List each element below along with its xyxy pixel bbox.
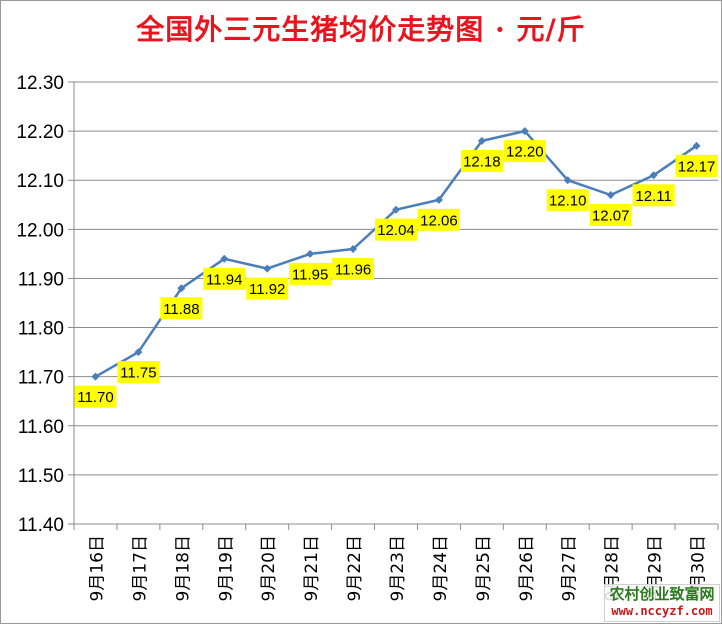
data-label: 11.96 xyxy=(335,261,371,278)
y-tick-label: 12.20 xyxy=(16,122,64,143)
data-label-bg xyxy=(375,218,417,241)
data-label: 11.94 xyxy=(206,271,242,288)
data-point xyxy=(434,195,443,204)
data-label-bg xyxy=(289,262,332,285)
data-label: 12.20 xyxy=(506,144,544,161)
x-tick-label: 9月16日 xyxy=(87,535,107,601)
data-point xyxy=(563,176,572,185)
y-tick-label: 11.80 xyxy=(18,319,64,340)
x-tick-label: 9月25日 xyxy=(474,535,494,601)
data-label-bg xyxy=(417,208,460,231)
x-tick-label: 9月20日 xyxy=(259,535,279,601)
data-point xyxy=(477,136,486,145)
data-point xyxy=(220,254,229,263)
y-tick-label: 12.10 xyxy=(16,171,64,192)
data-label-bg xyxy=(675,154,718,177)
x-tick-label: 9月22日 xyxy=(345,535,365,601)
watermark-logo: 农村创业致富网 www.nccyzf.com xyxy=(604,584,720,622)
data-label-bg xyxy=(117,361,160,384)
data-label: 12.18 xyxy=(463,153,501,170)
x-tick-label: 9月19日 xyxy=(216,535,236,601)
data-label: 12.07 xyxy=(592,207,630,224)
x-tick-label: 9月17日 xyxy=(130,535,150,601)
data-point xyxy=(134,348,143,357)
data-label: 12.04 xyxy=(377,222,415,239)
data-point xyxy=(520,127,529,136)
data-point xyxy=(692,141,701,150)
watermark-url: www.nccyzf.com xyxy=(611,604,713,618)
data-label-bg xyxy=(203,267,246,290)
data-label: 12.10 xyxy=(549,193,587,210)
data-point xyxy=(306,249,315,258)
y-tick-label: 11.50 xyxy=(18,466,64,487)
y-tick-label: 11.60 xyxy=(18,417,64,438)
data-label: 11.70 xyxy=(77,389,113,406)
watermark-site-name: 农村创业致富网 xyxy=(609,585,715,603)
data-label-bg xyxy=(503,140,546,163)
data-label-bg xyxy=(589,203,632,226)
data-label: 11.88 xyxy=(163,301,199,318)
data-label-bg xyxy=(160,297,203,320)
data-label: 12.17 xyxy=(678,158,716,175)
y-tick-label: 12.00 xyxy=(16,220,64,241)
x-tick-label: 9月18日 xyxy=(173,535,193,601)
data-label: 12.06 xyxy=(420,212,458,229)
data-label-bg xyxy=(546,189,589,212)
data-point xyxy=(91,372,100,381)
data-label-bg xyxy=(332,257,375,280)
data-label: 11.92 xyxy=(249,281,285,298)
data-point xyxy=(649,171,658,180)
y-tick-label: 11.40 xyxy=(18,515,64,536)
data-point xyxy=(177,284,186,293)
data-label-bg xyxy=(632,184,675,207)
x-tick-label: 9月27日 xyxy=(560,535,580,601)
data-label-bg xyxy=(246,277,289,300)
data-point xyxy=(349,244,358,253)
data-label-bg xyxy=(74,385,117,408)
data-label: 11.95 xyxy=(292,266,328,283)
data-point xyxy=(606,190,615,199)
data-label: 12.11 xyxy=(635,188,671,205)
x-tick-label: 9月24日 xyxy=(431,535,451,601)
x-tick-label: 9月26日 xyxy=(517,535,537,601)
series-line xyxy=(94,129,698,378)
y-tick-label: 11.70 xyxy=(18,368,64,389)
x-tick-label: 9月23日 xyxy=(388,535,408,601)
data-label: 11.75 xyxy=(120,365,156,382)
data-point xyxy=(392,205,400,214)
y-tick-label: 11.90 xyxy=(18,269,64,290)
data-point xyxy=(263,264,272,273)
x-tick-label: 9月21日 xyxy=(302,535,322,601)
y-tick-label: 12.30 xyxy=(16,73,64,94)
chart-title: 全国外三元生猪均价走势图 · 元/斤 xyxy=(136,13,586,46)
data-label-bg xyxy=(460,149,503,172)
